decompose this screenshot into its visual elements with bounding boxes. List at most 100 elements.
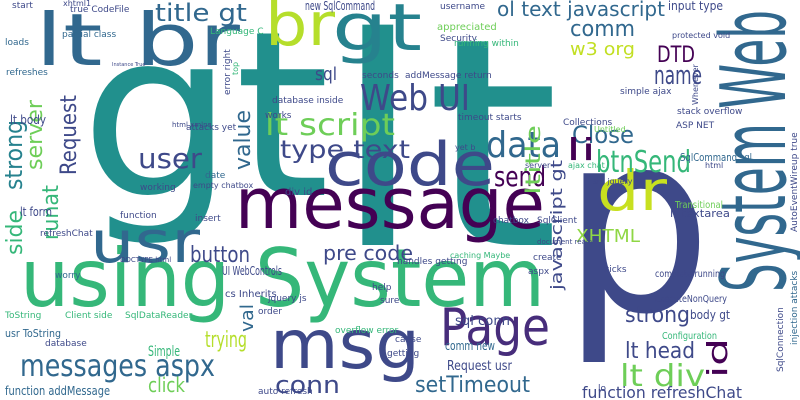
word: pre code xyxy=(323,241,413,265)
word: html xyxy=(705,161,723,170)
word: lt body xyxy=(10,113,46,127)
word: auto refresh xyxy=(258,387,313,397)
word: lt xyxy=(330,0,560,314)
word: lo xyxy=(598,384,607,394)
word: jquery js xyxy=(267,294,307,304)
word: top xyxy=(231,62,240,75)
word: usr ToString xyxy=(5,327,61,340)
word: Security xyxy=(440,34,478,44)
word: using System xyxy=(20,232,545,325)
word: ajax chat xyxy=(568,161,605,170)
word: running within xyxy=(454,39,519,49)
word: click xyxy=(148,373,185,397)
word: date xyxy=(205,171,226,181)
word: DOCTYPE html xyxy=(120,256,171,264)
word: database xyxy=(45,339,87,349)
word: msg xyxy=(270,306,420,385)
word: value xyxy=(231,110,256,170)
word: error right xyxy=(223,49,233,95)
word: sql xyxy=(315,64,337,85)
word: comm xyxy=(570,17,635,42)
word: ol text javascript xyxy=(497,0,665,21)
word: sure xyxy=(380,296,400,306)
word: create xyxy=(533,253,562,263)
word: sql conn xyxy=(455,314,510,329)
word: loads xyxy=(5,38,29,48)
word: name xyxy=(654,61,702,91)
word: getting xyxy=(387,349,419,359)
word: Web UI xyxy=(360,78,470,119)
word: comm new xyxy=(445,339,495,353)
word: DTD xyxy=(657,43,695,68)
word: cause xyxy=(395,335,422,345)
word: Request usr xyxy=(447,359,513,374)
word: data xyxy=(486,125,561,166)
word: order xyxy=(258,307,282,317)
word: Request xyxy=(57,95,82,175)
word: handles getting xyxy=(397,257,467,267)
word: SqlConnection xyxy=(776,307,786,372)
word: server xyxy=(525,161,551,170)
word: input type xyxy=(668,0,723,13)
word: lt script xyxy=(265,108,395,143)
word: true CodeFile xyxy=(70,5,130,15)
word: Instance True xyxy=(112,62,145,68)
word: gt xyxy=(80,0,330,250)
word: div id xyxy=(285,187,312,198)
word: setTimeout xyxy=(415,373,530,398)
word: xhtml1 xyxy=(63,0,91,8)
word: dr xyxy=(597,159,667,223)
word: partial class xyxy=(62,30,116,40)
word: Client side xyxy=(65,311,113,321)
word: username xyxy=(440,2,485,12)
word: body gt xyxy=(690,308,730,322)
word: working xyxy=(140,183,176,193)
word: Close xyxy=(572,121,634,149)
word: message xyxy=(235,163,545,245)
word: send xyxy=(494,160,546,193)
word: seconds xyxy=(362,71,399,81)
word: injection attacks xyxy=(790,270,800,345)
word: btnSend xyxy=(596,145,691,180)
word: li xyxy=(566,133,596,168)
word: Whenever xyxy=(691,63,700,105)
word: appreciated xyxy=(437,22,497,33)
word: insert xyxy=(195,214,221,224)
word: html xmlns xyxy=(172,121,212,129)
word: title gt xyxy=(155,0,247,27)
word: stack overflow xyxy=(677,107,742,117)
word: simple ajax xyxy=(620,87,672,97)
word: w3 org xyxy=(570,39,635,60)
word: lt textarea xyxy=(670,207,730,220)
word: javascript gt xyxy=(547,160,566,291)
word: works xyxy=(265,111,292,121)
word: timeout starts xyxy=(458,113,522,123)
word: document ready xyxy=(537,238,594,246)
word: System Web xyxy=(702,10,800,292)
word: ASP NET xyxy=(676,121,715,131)
word: lt head xyxy=(625,339,695,364)
word: ltitle xyxy=(521,125,545,195)
word: button xyxy=(190,243,250,268)
word: help xyxy=(372,283,392,293)
word: complete running xyxy=(655,269,725,280)
word: protected void xyxy=(672,31,730,40)
word: function addMessage xyxy=(5,384,110,398)
word: start xyxy=(12,1,33,11)
word: ToString xyxy=(4,311,41,321)
word: function refreshChat xyxy=(582,383,742,400)
word: new SqlCommand xyxy=(305,0,375,13)
word: val xyxy=(237,304,258,332)
word: Collections xyxy=(563,118,613,128)
word: cs Inherits xyxy=(225,289,277,300)
word: server xyxy=(23,99,48,170)
word: side xyxy=(3,210,28,255)
word: overflow error xyxy=(335,326,399,336)
word: SqlClient xyxy=(537,216,577,226)
word: worry xyxy=(55,271,81,281)
word: chatbox xyxy=(493,216,530,226)
word: src jquery xyxy=(593,177,633,186)
word: lt div xyxy=(620,359,705,394)
